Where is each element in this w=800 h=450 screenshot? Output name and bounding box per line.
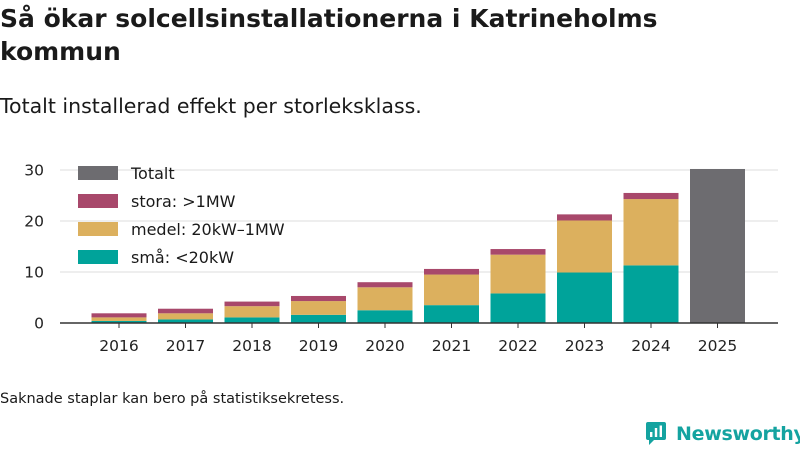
x-tick-label: 2022 [498,337,537,355]
footnote: Saknade staplar kan bero på statistiksek… [0,391,345,407]
brand-logo[interactable]: Newsworthy [644,420,800,448]
bar-medel-2018[interactable] [224,306,280,318]
bar-medel-2023[interactable] [557,220,612,273]
bar-totalt-2025[interactable] [690,168,745,323]
bar-stora-2021[interactable] [424,268,479,275]
y-tick-label: 0 [34,315,44,333]
bar-sma-2018[interactable] [224,317,280,323]
bar-medel-2019[interactable] [291,301,346,315]
bar-stora-2024[interactable] [623,192,679,200]
legend-label-totalt: Totalt [130,164,175,183]
bar-stora-2020[interactable] [357,282,413,288]
newsworthy-logo-icon [646,422,666,445]
bar-medel-2017[interactable] [158,313,213,320]
x-tick-label: 2020 [365,337,404,355]
y-tick-label: 30 [24,162,44,180]
bar-medel-2016[interactable] [91,317,147,321]
x-tick-label: 2017 [166,337,205,355]
legend-label-sma: små: <20kW [131,248,234,267]
bar-sma-2023[interactable] [557,272,612,323]
bar-sma-2016[interactable] [91,320,147,323]
x-tick-label: 2024 [631,337,670,355]
chart-subtitle: Totalt installerad effekt per storlekskl… [0,94,422,118]
legend-swatch-totalt [78,166,118,180]
legend-swatch-sma [78,250,118,264]
x-tick-label: 2025 [698,337,737,355]
bar-medel-2024[interactable] [623,199,679,266]
bar-stora-2017[interactable] [158,308,213,314]
y-tick-label: 20 [24,213,44,231]
legend-label-stora: stora: >1MW [131,192,236,211]
x-tick-label: 2023 [565,337,604,355]
x-tick-label: 2016 [99,337,138,355]
bar-sma-2017[interactable] [158,319,213,323]
bar-medel-2021[interactable] [424,274,479,306]
y-tick-label: 10 [24,264,44,282]
legend-label-medel: medel: 20kW–1MW [131,220,285,239]
x-tick-label: 2019 [299,337,338,355]
x-tick-label: 2018 [232,337,271,355]
bar-stora-2018[interactable] [224,301,280,307]
brand-name: Newsworthy [676,423,800,445]
chart-title: Så ökar solcellsinstallationerna i Katri… [0,4,658,66]
bar-stora-2022[interactable] [490,249,546,255]
bar-stora-2023[interactable] [557,214,612,221]
stacked-bar-chart: 0 10 20 30 2016 2017 2018 2019 2020 2021 2022 2023 2… [24,162,778,355]
bar-sma-2022[interactable] [490,293,546,323]
bar-medel-2022[interactable] [490,254,546,294]
legend-swatch-stora [78,194,118,208]
bar-sma-2020[interactable] [357,310,413,323]
x-tick-label: 2021 [432,337,471,355]
bar-stora-2019[interactable] [291,295,346,302]
bar-sma-2019[interactable] [291,314,346,323]
bar-medel-2020[interactable] [357,287,413,311]
legend-swatch-medel [78,222,118,236]
bar-sma-2024[interactable] [623,265,679,323]
bar-sma-2021[interactable] [424,305,479,323]
bar-stora-2016[interactable] [91,313,147,318]
